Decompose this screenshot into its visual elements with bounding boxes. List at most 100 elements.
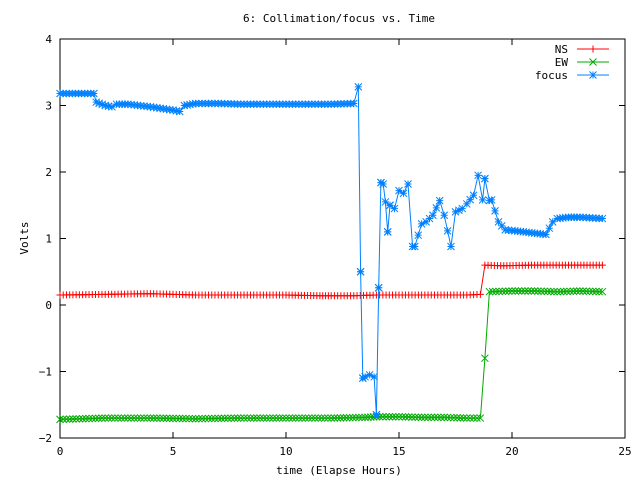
series-ew-point [462, 414, 471, 422]
chart-title: 6: Collimation/focus vs. Time [243, 12, 435, 25]
series-ew-point [342, 413, 351, 422]
series-ew-point [498, 287, 507, 296]
series-ew-point [501, 287, 510, 296]
series-ew-point [546, 287, 555, 296]
series-focus-point [104, 102, 113, 111]
series-focus-point [545, 224, 554, 233]
series-focus-point [478, 196, 487, 204]
series-focus [56, 83, 607, 419]
series-ew [56, 287, 607, 424]
series-ew-point [530, 287, 539, 295]
series-focus-point [356, 267, 365, 276]
series-ew-point [466, 414, 475, 422]
series-ns-point [476, 290, 484, 298]
series-focus-point [365, 370, 374, 379]
series-ew-point [469, 414, 478, 422]
series-ew-point [249, 414, 258, 422]
series-focus-point [386, 201, 394, 210]
series-ew-point [379, 412, 387, 421]
series-focus-point [447, 242, 455, 251]
series-ew-point [437, 413, 445, 422]
y-tick-label: 0 [45, 299, 52, 312]
series-focus-point [491, 207, 499, 215]
y-axis-label: Volts [18, 221, 31, 254]
series-ew-point [285, 414, 294, 422]
axis-ticks: 0 5 10 15 20 25 −2 −1 0 1 2 3 4 [39, 33, 632, 458]
series-ew-point [527, 287, 536, 295]
series-focus-point [598, 214, 607, 223]
series-ew-point [62, 415, 71, 424]
series-ew-point [162, 414, 171, 423]
series-focus-point [390, 204, 399, 213]
series-ew-point [563, 287, 571, 296]
series-ew-point [56, 415, 64, 424]
series-ew-point [414, 413, 423, 422]
x-axis-label: time (Elapse Hours) [276, 464, 402, 477]
series-focus-point [432, 204, 441, 212]
series-ew-point [88, 414, 97, 423]
series-focus-point [417, 220, 426, 228]
series-ew-point [201, 414, 210, 423]
series-focus-point [95, 99, 104, 108]
series-ew-point [185, 414, 193, 423]
series-ew-point [72, 415, 80, 423]
series-ew-point [540, 287, 549, 296]
series-ew-point [459, 414, 468, 422]
series-ew-point [272, 414, 281, 422]
series-ew-point [156, 414, 164, 423]
series-ew-point [348, 413, 357, 422]
series-ew-point [262, 414, 271, 422]
series-focus-point [494, 218, 503, 226]
series-ew-point [220, 414, 229, 423]
series-focus-point [455, 206, 463, 215]
legend-ew-point [589, 58, 597, 66]
legend-focus-point [589, 71, 597, 79]
series-ew-point [269, 414, 277, 422]
series-ew-point [136, 414, 145, 422]
series-focus-point [395, 186, 403, 195]
series-ew-point [404, 413, 413, 421]
series-ew-point [111, 414, 119, 422]
series-ew-point [588, 287, 597, 296]
series-focus-point [374, 283, 383, 292]
y-tick-label: 3 [45, 100, 52, 113]
series-ew-point [420, 413, 429, 422]
series-focus-point [414, 231, 423, 240]
series-focus-point [358, 374, 367, 383]
series-ew-point [98, 414, 106, 422]
series-focus-point [349, 99, 358, 108]
series-ew-point [188, 414, 197, 423]
series-ew-point [127, 414, 135, 422]
series-ew-point [266, 414, 274, 422]
series-ew-point [481, 354, 489, 363]
series-ew-point [243, 414, 252, 422]
x-tick-label: 25 [618, 445, 631, 458]
series-focus-line [60, 86, 603, 415]
series-focus-point [383, 227, 392, 236]
series-ew-point [172, 414, 181, 423]
plot-frame [59, 38, 626, 439]
series-focus-point [451, 208, 460, 216]
series-ew-point [236, 414, 245, 422]
series-ew-point [69, 415, 77, 423]
series-ew-point [204, 414, 213, 423]
y-tick-label: −1 [39, 366, 52, 379]
y-tick-label: −2 [39, 432, 52, 445]
series-ew-point [311, 414, 319, 422]
series-ew-point [537, 287, 545, 296]
series-ew-point [314, 414, 323, 422]
x-tick-label: 10 [279, 445, 292, 458]
series-ew-point [91, 414, 100, 423]
series-ew-point [572, 287, 581, 295]
series-ew-point [550, 287, 558, 296]
legend-focus-label: focus [535, 69, 568, 82]
series-focus-point [542, 230, 550, 239]
series-focus-point [410, 242, 419, 251]
series-ew-point [123, 414, 132, 422]
series-ew-point [275, 414, 284, 422]
series-ew-point [598, 287, 607, 296]
series-ew-point [566, 287, 574, 296]
series-ew-point [553, 287, 562, 296]
series-ew-point [317, 414, 326, 422]
series-ew-point [104, 414, 113, 422]
